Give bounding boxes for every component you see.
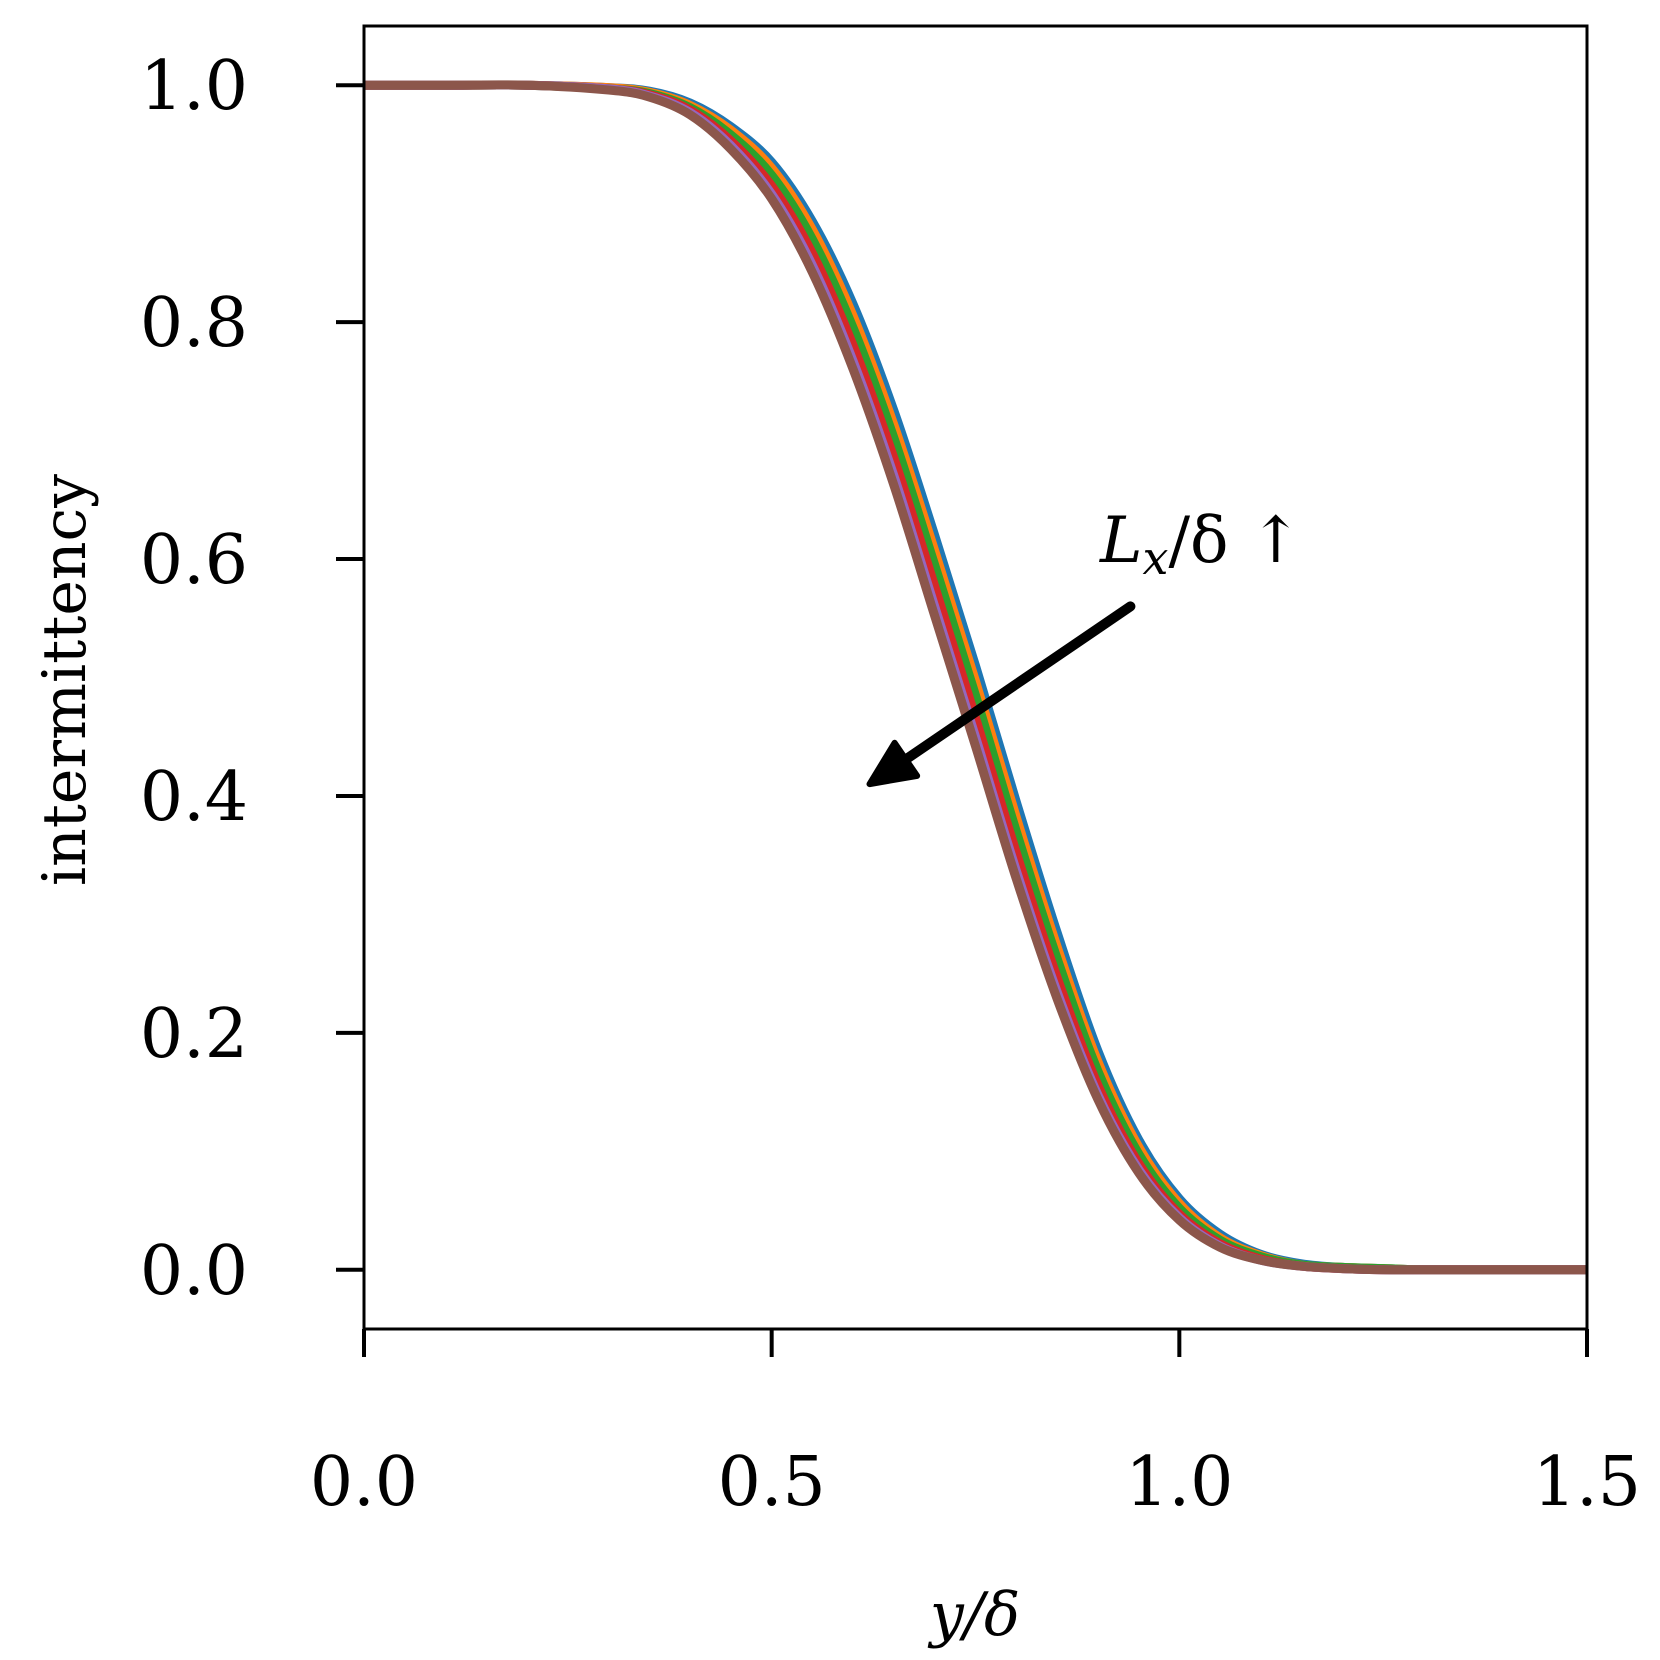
y-tick-label: 0.4 — [140, 758, 248, 837]
y-axis-label: intermittency — [30, 474, 100, 886]
x-axis-label: y/δ — [927, 1580, 1020, 1650]
series-line-2 — [364, 80, 1587, 1275]
annotation: Lx/δ ↑ — [866, 504, 1303, 788]
y-tick-label: 1.0 — [140, 47, 248, 126]
x-tick-label: 0.0 — [310, 1443, 418, 1522]
x-tick-label: 1.5 — [1533, 1443, 1641, 1522]
series-layer — [364, 80, 1587, 1275]
y-tick-label: 0.2 — [140, 995, 248, 1074]
annotation-arrow — [900, 601, 1136, 765]
x-tick-label: 1.0 — [1125, 1443, 1233, 1522]
x-tick-label: 0.5 — [718, 1443, 826, 1522]
y-axis: 0.0 0.2 0.4 0.6 0.8 1.0 — [140, 47, 364, 1311]
series-line-6 — [364, 80, 1587, 1275]
y-tick-label: 0.0 — [140, 1232, 248, 1311]
plot-frame — [362, 24, 1589, 1331]
y-tick-label: 0.6 — [140, 521, 248, 600]
x-axis: 0.0 0.5 1.0 1.5 — [310, 1329, 1641, 1522]
y-tick-label: 0.8 — [140, 284, 248, 363]
annotation-arrowhead — [866, 739, 921, 788]
annotation-label: Lx/δ ↑ — [1099, 504, 1303, 585]
